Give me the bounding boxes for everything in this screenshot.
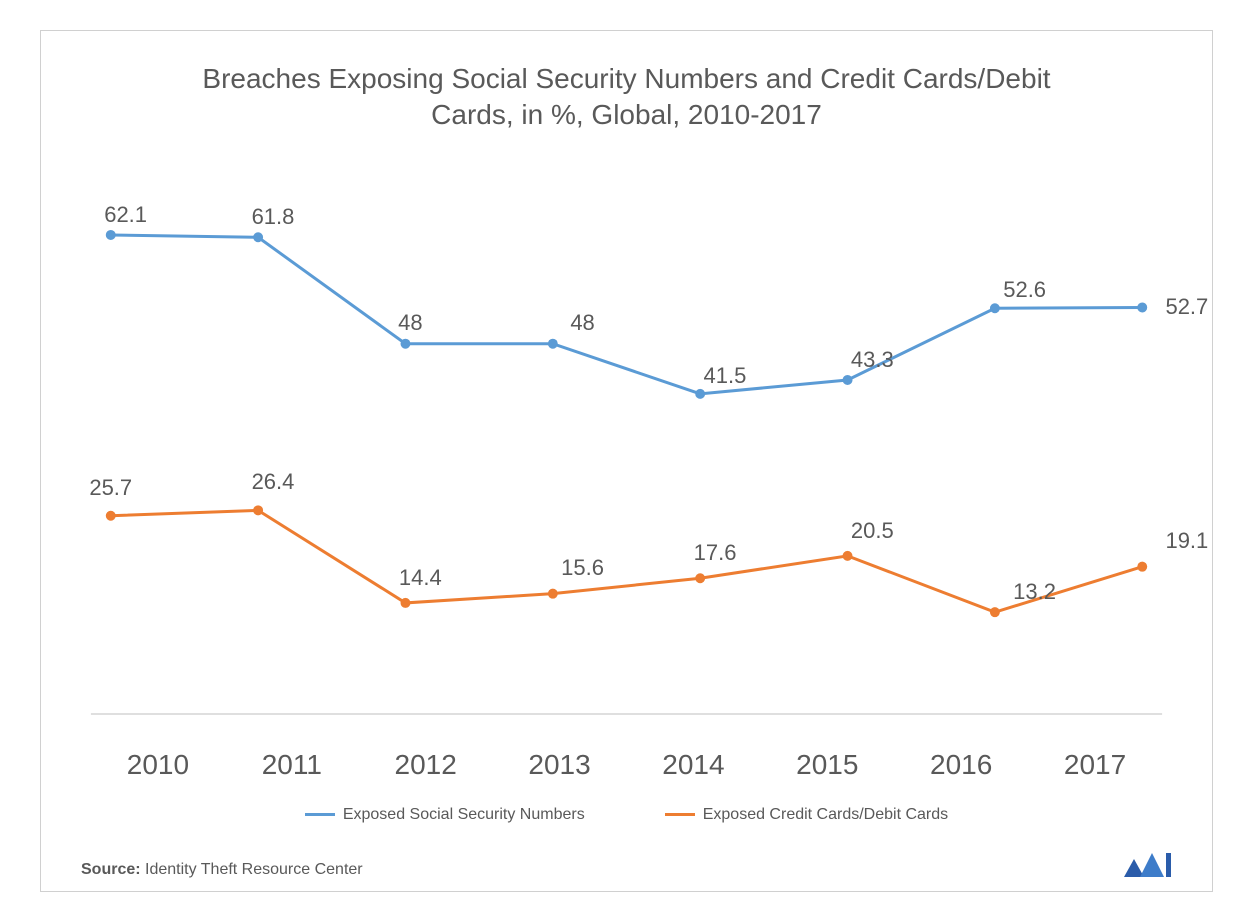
- data-label: 25.7: [89, 475, 132, 501]
- x-axis-label: 2013: [493, 749, 627, 781]
- data-label: 52.7: [1165, 294, 1208, 320]
- data-label: 52.6: [1003, 277, 1046, 303]
- data-label: 48: [570, 310, 594, 336]
- x-axis-label: 2012: [359, 749, 493, 781]
- data-label: 62.1: [104, 202, 147, 228]
- x-axis-labels: 20102011201220132014201520162017: [81, 749, 1172, 781]
- line-chart-svg: [81, 164, 1172, 724]
- data-label: 19.1: [1165, 528, 1208, 554]
- x-axis-label: 2015: [760, 749, 894, 781]
- brand-logo: [1122, 849, 1172, 879]
- plot-area: 62.161.8484841.543.352.652.725.726.414.4…: [81, 164, 1172, 724]
- data-label: 43.3: [851, 347, 894, 373]
- source-text: Identity Theft Resource Center: [145, 861, 363, 878]
- data-label: 13.2: [1013, 579, 1056, 605]
- logo-icon: [1122, 849, 1172, 879]
- legend: Exposed Social Security Numbers Exposed C…: [81, 806, 1172, 824]
- data-label: 61.8: [252, 204, 295, 230]
- data-label: 14.4: [399, 565, 442, 591]
- source-label: Source:: [81, 861, 141, 878]
- data-label: 17.6: [694, 540, 737, 566]
- legend-item: Exposed Credit Cards/Debit Cards: [665, 806, 948, 824]
- x-axis-label: 2016: [894, 749, 1028, 781]
- x-axis-label: 2014: [627, 749, 761, 781]
- legend-swatch: [305, 813, 335, 816]
- legend-label: Exposed Social Security Numbers: [343, 806, 585, 824]
- legend-label: Exposed Credit Cards/Debit Cards: [703, 806, 948, 824]
- chart-container: Breaches Exposing Social Security Number…: [40, 30, 1213, 892]
- x-axis-label: 2017: [1028, 749, 1162, 781]
- data-label: 48: [398, 310, 422, 336]
- data-label: 41.5: [704, 363, 747, 389]
- data-label: 26.4: [252, 469, 295, 495]
- x-axis-label: 2011: [225, 749, 359, 781]
- legend-item: Exposed Social Security Numbers: [305, 806, 585, 824]
- chart-title: Breaches Exposing Social Security Number…: [81, 61, 1172, 134]
- x-axis-label: 2010: [91, 749, 225, 781]
- data-label: 20.5: [851, 518, 894, 544]
- data-label: 15.6: [561, 555, 604, 581]
- legend-swatch: [665, 813, 695, 816]
- source-attribution: Source: Identity Theft Resource Center: [81, 861, 363, 879]
